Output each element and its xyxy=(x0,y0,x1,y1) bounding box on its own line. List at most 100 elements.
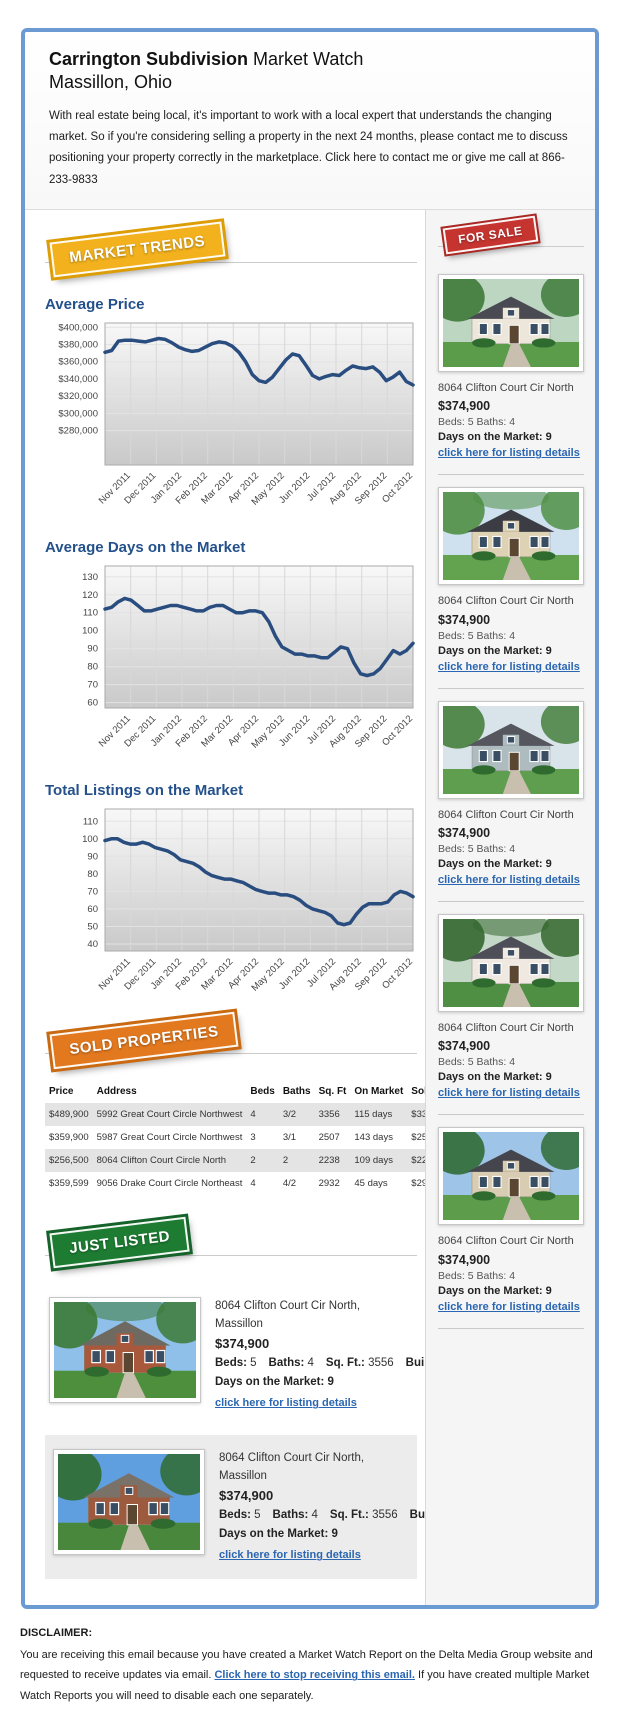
for-sale-listing: 8064 Clifton Court Cir North $374,900 Beds… xyxy=(430,272,592,476)
listing-details-link[interactable]: click here for listing details xyxy=(438,874,580,887)
average-price-heading: Average Price xyxy=(45,295,145,313)
table-cell: $256,500 xyxy=(49,1154,89,1166)
chart-svg: $280,000 $300,000 $320,000 $340,000 $360,000… xyxy=(58,322,415,507)
listing-details-link[interactable]: click here for listing details xyxy=(215,1397,357,1410)
email-page: Carrington Subdivision Market Watch Mass… xyxy=(0,28,620,1726)
table-header-cell: Price xyxy=(49,1085,74,1097)
table-cell: 4 xyxy=(250,1108,256,1120)
table-cell: 4 xyxy=(250,1177,256,1189)
listing-details-link[interactable]: click here for listing details xyxy=(438,1087,580,1100)
page-title-bold: Carrington Subdivision xyxy=(49,49,249,69)
page-subtitle: Massillon, Ohio xyxy=(49,72,173,93)
divider xyxy=(438,687,584,689)
listing-beds-baths: Beds: 5 Baths: 4 xyxy=(438,1269,516,1282)
listing-address: 8064 Clifton Court Cir North xyxy=(438,381,574,394)
content-columns: MARKET TRENDS Average Price $280,000 $300… xyxy=(25,209,595,1605)
listing-photo xyxy=(430,272,592,372)
page-title: Carrington Subdivision Market Watch xyxy=(49,48,571,71)
listing-address: 8064 Clifton Court Cir North, Massillon xyxy=(219,1451,365,1483)
listing-days-on-market: Days on the Market: 9 xyxy=(215,1375,334,1388)
listing-beds-baths: Beds: 5 Baths: 4 xyxy=(438,1056,516,1069)
listing-details-link[interactable]: click here for listing details xyxy=(219,1549,361,1562)
table-cell: $489,900 xyxy=(49,1108,89,1120)
listing-address: 8064 Clifton Court Cir North xyxy=(438,1235,574,1248)
average-days-chart: 60 70 80 90 100 110 120 130 Nov 2011 Dec 2011 Jan … xyxy=(45,560,417,768)
data-line xyxy=(103,836,415,927)
table-cell: 2 xyxy=(250,1154,256,1166)
y-tick-label: 100 xyxy=(82,626,98,637)
header: Carrington Subdivision Market Watch Mass… xyxy=(25,32,595,210)
table-cell: 3356 xyxy=(318,1108,340,1120)
y-tick-label: 120 xyxy=(82,590,98,601)
table-cell: 109 days xyxy=(354,1154,393,1166)
table-header-cell: Beds xyxy=(250,1085,275,1097)
listing-details-link[interactable]: click here for listing details xyxy=(438,447,580,460)
table-cell: 9056 Drake Court Circle Northeast xyxy=(96,1177,243,1189)
listing-days-on-market: Days on the Market: 9 xyxy=(438,1284,552,1297)
plot-border xyxy=(104,565,414,709)
y-tick-label: 90 xyxy=(87,644,98,655)
y-tick-label: 110 xyxy=(83,608,98,619)
table-cell: 115 days xyxy=(354,1108,393,1120)
listing-details-link[interactable]: click here for listing details xyxy=(438,1300,580,1313)
page-title-rest: Market Watch xyxy=(248,49,364,69)
listing-days-on-market: Days on the Market: 9 xyxy=(438,431,552,444)
disclaimer-heading: DISCLAIMER: xyxy=(20,1626,93,1639)
listing-days-on-market: Days on the Market: 9 xyxy=(438,858,552,871)
divider xyxy=(438,901,584,903)
y-tick-label: 70 xyxy=(87,886,98,897)
y-tick-label: 100 xyxy=(82,834,98,845)
for-sale-listing: 8064 Clifton Court Cir North $374,900 Beds… xyxy=(430,485,592,689)
table-header-cell: Baths xyxy=(282,1085,311,1097)
listing-beds-baths: Beds: 5 Baths: 4 xyxy=(438,416,516,429)
total-listings-chart: 40 50 60 70 80 90 100 110 Nov 2011 Dec 2011 Jan 20… xyxy=(45,803,417,1011)
disclaimer-text: You are receiving this email because you… xyxy=(20,1645,600,1706)
house-photo xyxy=(430,699,592,794)
table-cell: 45 days xyxy=(354,1177,388,1189)
data-line xyxy=(103,336,415,387)
for-sale-listing: 8064 Clifton Court Cir North $374,900 Beds… xyxy=(430,699,592,903)
table-cell: 4/2 xyxy=(282,1177,297,1189)
disclaimer: DISCLAIMER: You are receiving this email… xyxy=(0,1609,620,1726)
table-row: $359,900 5987 Great Court Circle Northwes… xyxy=(45,1126,464,1149)
divider xyxy=(438,1327,584,1329)
for-sale-listing: 8064 Clifton Court Cir North $374,900 Beds… xyxy=(430,912,592,1116)
just-listed-item: 8064 Clifton Court Cir North, Massillon $… xyxy=(40,1283,464,1427)
sold-properties-badge-row: SOLD PROPERTIES xyxy=(45,1011,417,1073)
plot-border xyxy=(104,808,414,952)
unsubscribe-link[interactable]: Click here to stop receiving this email. xyxy=(214,1669,415,1682)
listing-details-link[interactable]: click here for listing details xyxy=(438,660,580,673)
listing-beds-baths: Beds: 5 Baths: 4 xyxy=(438,843,516,856)
table-cell: 5987 Great Court Circle Northwest xyxy=(96,1131,243,1143)
listing-price: $374,900 xyxy=(438,826,491,841)
y-tick-label: $280,000 xyxy=(58,425,98,436)
listing-days-on-market: Days on the Market: 9 xyxy=(438,644,552,657)
main-column: MARKET TRENDS Average Price $280,000 $300… xyxy=(25,209,468,1605)
divider xyxy=(45,1254,417,1256)
listing-price: $374,900 xyxy=(438,612,491,627)
listing-days-on-market: Days on the Market: 9 xyxy=(219,1527,338,1540)
divider xyxy=(45,261,417,263)
listing-address: 8064 Clifton Court Cir North, Massillon xyxy=(215,1299,361,1331)
listing-price: $374,900 xyxy=(215,1335,270,1351)
divider xyxy=(438,474,584,476)
listing-price: $374,900 xyxy=(438,1252,491,1267)
average-price-chart: $280,000 $300,000 $320,000 $340,000 $360,000… xyxy=(45,317,417,525)
table-cell: 8064 Clifton Court Circle North xyxy=(96,1154,226,1166)
table-header-cell: On Market xyxy=(354,1085,404,1097)
y-tick-label: $400,000 xyxy=(58,322,98,333)
house-photo xyxy=(40,1294,210,1398)
table-cell: $359,900 xyxy=(49,1131,89,1143)
listing-photo xyxy=(430,699,592,799)
listing-address: 8064 Clifton Court Cir North xyxy=(438,1022,574,1035)
table-row: $489,900 5992 Great Court Circle Northwes… xyxy=(45,1102,465,1126)
y-tick-label: $380,000 xyxy=(58,339,98,350)
table-cell: 3/1 xyxy=(282,1131,297,1143)
y-tick-label: 70 xyxy=(87,679,98,690)
y-tick-label: 130 xyxy=(82,572,98,583)
house-photo xyxy=(430,1125,592,1221)
sold-properties-badge: SOLD PROPERTIES xyxy=(49,1011,239,1070)
table-cell: 2 xyxy=(282,1154,289,1166)
